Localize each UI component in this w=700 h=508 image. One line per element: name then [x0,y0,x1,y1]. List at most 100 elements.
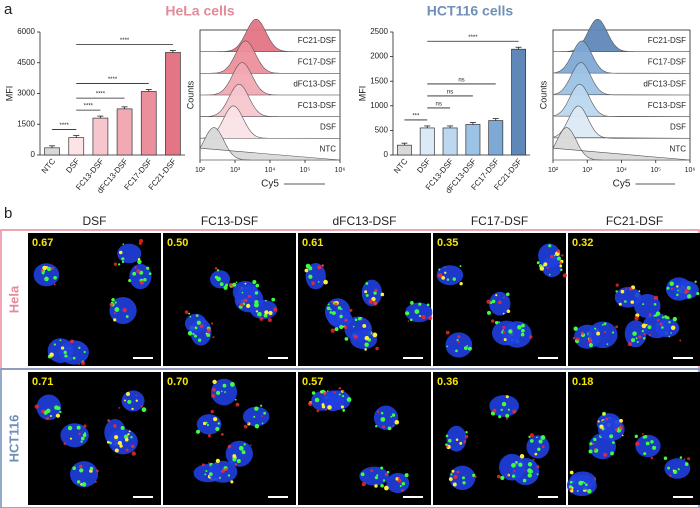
green-signal [619,418,623,423]
red-signal [594,478,597,481]
green-signal [113,318,117,322]
histogram [552,127,691,161]
green-signal [632,331,637,336]
significance-label: **** [468,35,478,41]
green-signal [196,320,201,325]
red-signal [243,298,248,303]
green-signal [390,415,393,418]
green-signal [438,268,441,271]
histogram [552,40,691,74]
bar [116,108,133,156]
x-tick-label: DSF [64,157,81,175]
green-signal [49,352,54,357]
red-signal [627,341,633,347]
red-signal [45,416,50,421]
green-signal [215,426,220,432]
red-signal [125,448,129,452]
red-signal [615,325,619,329]
y-tick-label: 6000 [17,27,35,36]
green-signal [596,331,601,336]
red-signal [40,269,44,272]
series-label: FC13-DSF [298,101,336,110]
red-signal [592,442,595,446]
red-signal [210,409,214,414]
green-signal [593,437,597,442]
bar [92,117,109,156]
green-signal [663,456,668,460]
green-signal [271,297,276,302]
histogram [552,84,691,117]
green-signal [668,320,671,324]
green-signal [653,302,657,306]
green-signal [548,273,551,276]
green-signal [114,301,117,304]
red-signal [670,287,674,291]
y-axis-label: Counts [538,80,548,109]
green-signal [643,434,648,439]
green-signal [188,312,191,315]
green-signal [676,285,679,288]
green-signal [642,303,645,306]
significance-label: **** [108,77,118,83]
green-signal [238,445,244,451]
red-signal [311,281,315,285]
green-signal [527,462,533,467]
nucleus [225,440,253,467]
red-signal [267,318,272,323]
green-signal [304,268,309,273]
green-signal [494,320,499,325]
green-signal [263,411,266,415]
green-signal [81,482,87,487]
histogram [199,127,341,161]
red-signal [259,317,264,321]
green-signal [661,326,664,329]
green-signal [635,337,638,340]
green-signal [520,332,525,337]
red-signal [385,472,389,477]
nucleus [635,434,661,458]
red-signal [261,415,264,417]
nucleus [502,321,532,348]
red-signal [53,283,56,286]
green-signal [63,350,67,355]
red-signal [113,312,116,315]
image-background [28,372,161,505]
series-label: FC17-DSF [298,58,336,67]
green-signal [329,311,333,314]
green-signal [260,404,263,407]
green-signal [109,441,112,445]
green-signal [498,415,502,419]
nucleus [445,332,473,358]
image-background [163,233,296,366]
green-signal [630,300,635,304]
green-signal [121,260,125,264]
green-signal [386,470,390,474]
red-signal [653,295,659,300]
green-signal [641,330,644,333]
green-signal [76,425,81,430]
red-signal [114,426,117,428]
green-signal [80,440,83,443]
green-signal [128,279,132,283]
green-signal [538,439,543,444]
green-signal [609,434,614,439]
histogram [200,40,340,74]
red-signal [344,318,348,323]
green-signal [195,429,201,434]
micrograph: 0.36 [433,372,566,505]
x-tick-label: 10⁵ [650,167,661,174]
green-signal [374,484,378,488]
green-signal [462,481,466,485]
green-signal [588,449,593,454]
red-signal [334,302,338,306]
red-signal [210,478,213,481]
green-signal [588,342,594,348]
red-signal [139,280,144,285]
red-signal [208,462,210,464]
green-signal [192,332,195,336]
green-signal [599,424,604,429]
red-signal [50,266,54,270]
green-signal [634,434,638,439]
x-tick-label: 10⁴ [265,167,276,174]
green-signal [206,423,210,427]
